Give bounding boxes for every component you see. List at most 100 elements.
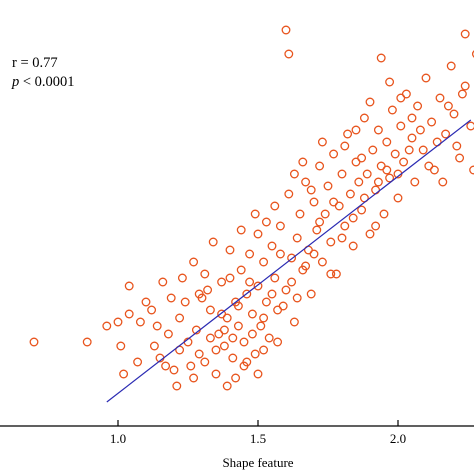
x-tick-label: 1.5 (250, 431, 266, 446)
data-point (371, 185, 381, 195)
data-point (348, 241, 358, 251)
x-tick-labels: 1.0 1.5 2.0 (110, 431, 406, 446)
data-point (172, 381, 182, 391)
data-point (141, 297, 151, 307)
data-point (119, 369, 129, 379)
data-point (189, 373, 199, 383)
data-point (205, 333, 215, 343)
data-point (382, 137, 392, 147)
data-point (208, 237, 218, 247)
data-point (298, 157, 308, 167)
data-point (225, 245, 235, 255)
data-point (219, 325, 229, 335)
data-point (460, 29, 470, 39)
data-point (326, 269, 336, 279)
data-point (177, 273, 187, 283)
data-point (312, 225, 322, 235)
data-point (149, 341, 159, 351)
data-point (469, 165, 474, 175)
data-point (410, 177, 420, 187)
data-point (315, 161, 325, 171)
regression-line (106, 119, 472, 403)
data-point (393, 193, 403, 203)
p-value-label: p < 0.0001 (11, 74, 75, 90)
data-point (306, 185, 316, 195)
data-point (211, 345, 221, 355)
data-point (102, 321, 112, 331)
data-point (413, 101, 423, 111)
data-point (217, 309, 227, 319)
data-point (124, 309, 134, 319)
data-point (455, 153, 465, 163)
data-point (460, 81, 470, 91)
data-point (275, 249, 285, 259)
data-point (253, 369, 263, 379)
data-point (329, 149, 339, 159)
data-point (331, 269, 341, 279)
data-point (326, 237, 336, 247)
data-point (340, 141, 350, 151)
data-point (200, 269, 210, 279)
data-point (289, 169, 299, 179)
data-point (323, 181, 333, 191)
data-point (357, 205, 367, 215)
data-point (250, 349, 260, 359)
data-point (359, 113, 369, 123)
data-point (233, 321, 243, 331)
data-point (169, 365, 179, 375)
data-point (376, 53, 386, 63)
data-point (163, 329, 173, 339)
data-point (424, 161, 434, 171)
data-point (343, 129, 353, 139)
data-point (373, 177, 383, 187)
data-point (345, 189, 355, 199)
data-point (261, 297, 271, 307)
data-point (407, 113, 417, 123)
data-point (382, 165, 392, 175)
data-point (281, 285, 291, 295)
p-symbol: p (11, 74, 19, 90)
data-point (278, 301, 288, 311)
data-point (180, 297, 190, 307)
data-point (385, 173, 395, 183)
data-point (133, 357, 143, 367)
data-point (289, 317, 299, 327)
data-point (236, 225, 246, 235)
data-point (284, 49, 294, 59)
data-point (427, 117, 437, 127)
data-point (396, 93, 406, 103)
data-point (365, 97, 375, 107)
data-point (284, 189, 294, 199)
data-point (281, 25, 291, 35)
data-point (421, 73, 431, 83)
data-point (415, 125, 425, 135)
data-point (222, 381, 232, 391)
data-point (449, 109, 459, 119)
data-point (404, 145, 414, 155)
data-point (309, 197, 319, 207)
data-point (292, 293, 302, 303)
x-axis-ticks (117, 420, 399, 426)
data-point (253, 281, 263, 291)
data-point (267, 241, 277, 251)
data-point (253, 229, 263, 239)
data-point (390, 149, 400, 159)
data-point (317, 137, 327, 147)
data-point (471, 50, 474, 58)
data-point (261, 217, 271, 227)
data-point (267, 289, 277, 299)
data-point (270, 273, 280, 283)
x-tick-label: 2.0 (390, 431, 406, 446)
data-point (295, 209, 305, 219)
data-point (205, 305, 215, 315)
data-point (385, 77, 395, 87)
data-point (228, 333, 238, 343)
data-point (242, 289, 252, 299)
data-point (231, 373, 241, 383)
data-point (418, 145, 428, 155)
data-point (259, 257, 269, 267)
data-point (441, 129, 451, 139)
data-point (446, 61, 456, 71)
data-point (329, 197, 339, 207)
